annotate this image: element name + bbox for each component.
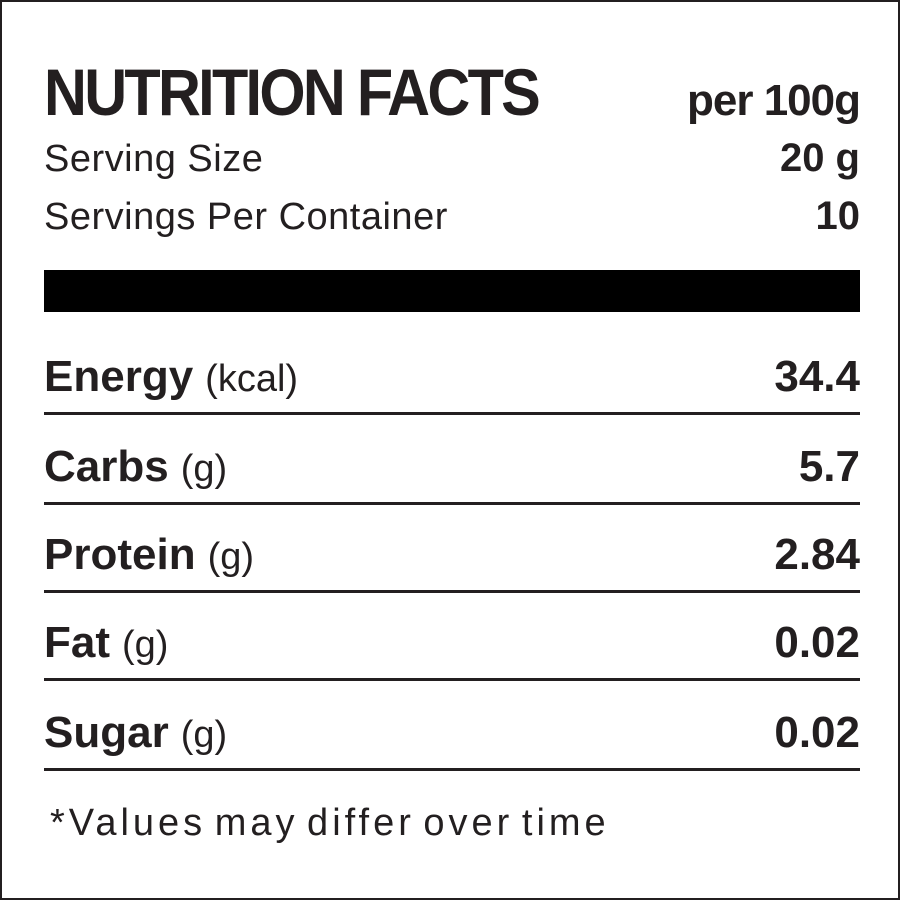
nutrient-value: 2.84 — [774, 530, 860, 579]
nutrient-unit: (g) — [207, 536, 255, 578]
nutrient-unit: (kcal) — [205, 358, 299, 400]
nutrient-name: Carbs — [44, 442, 169, 491]
serving-value: 20 g — [779, 136, 860, 180]
nutrient-value: 0.02 — [774, 618, 860, 667]
nutrient-name: Fat — [44, 618, 110, 667]
nutrient-value: 34.4 — [774, 352, 860, 401]
nutrient-label: Fat (g) — [44, 618, 168, 668]
serving-label: Servings Per Container — [44, 196, 448, 238]
nutrient-label: Protein (g) — [44, 530, 254, 580]
serving-label: Serving Size — [44, 138, 264, 180]
nutrient-value: 0.02 — [774, 708, 860, 757]
nutrient-row: Fat (g) 0.02 — [44, 618, 860, 681]
title: NUTRITION FACTS — [44, 55, 541, 129]
nutrient-value: 5.7 — [798, 442, 860, 491]
serving-value: 10 — [815, 194, 861, 238]
nutrient-name: Energy — [44, 352, 194, 401]
nutrient-unit: (g) — [180, 448, 228, 490]
nutrient-label: Energy (kcal) — [44, 352, 298, 402]
serving-row: Serving Size 20 g — [44, 136, 860, 181]
nutrient-row: Carbs (g) 5.7 — [44, 442, 860, 505]
serving-row: Servings Per Container 10 — [44, 194, 860, 239]
nutrient-name: Protein — [44, 530, 196, 579]
subtitle: per 100g — [687, 76, 861, 125]
nutrient-label: Carbs (g) — [44, 442, 227, 492]
nutrient-unit: (g) — [180, 714, 228, 756]
header: NUTRITION FACTS per 100g — [44, 54, 861, 130]
nutrient-label: Sugar (g) — [44, 708, 227, 758]
nutrient-unit: (g) — [122, 624, 169, 666]
footnote: *Values may differ over time — [50, 802, 610, 844]
divider-bar — [44, 270, 860, 312]
nutrient-row: Sugar (g) 0.02 — [44, 708, 860, 771]
nutrient-row: Energy (kcal) 34.4 — [44, 352, 860, 415]
nutrient-name: Sugar — [44, 708, 169, 757]
nutrient-row: Protein (g) 2.84 — [44, 530, 860, 593]
